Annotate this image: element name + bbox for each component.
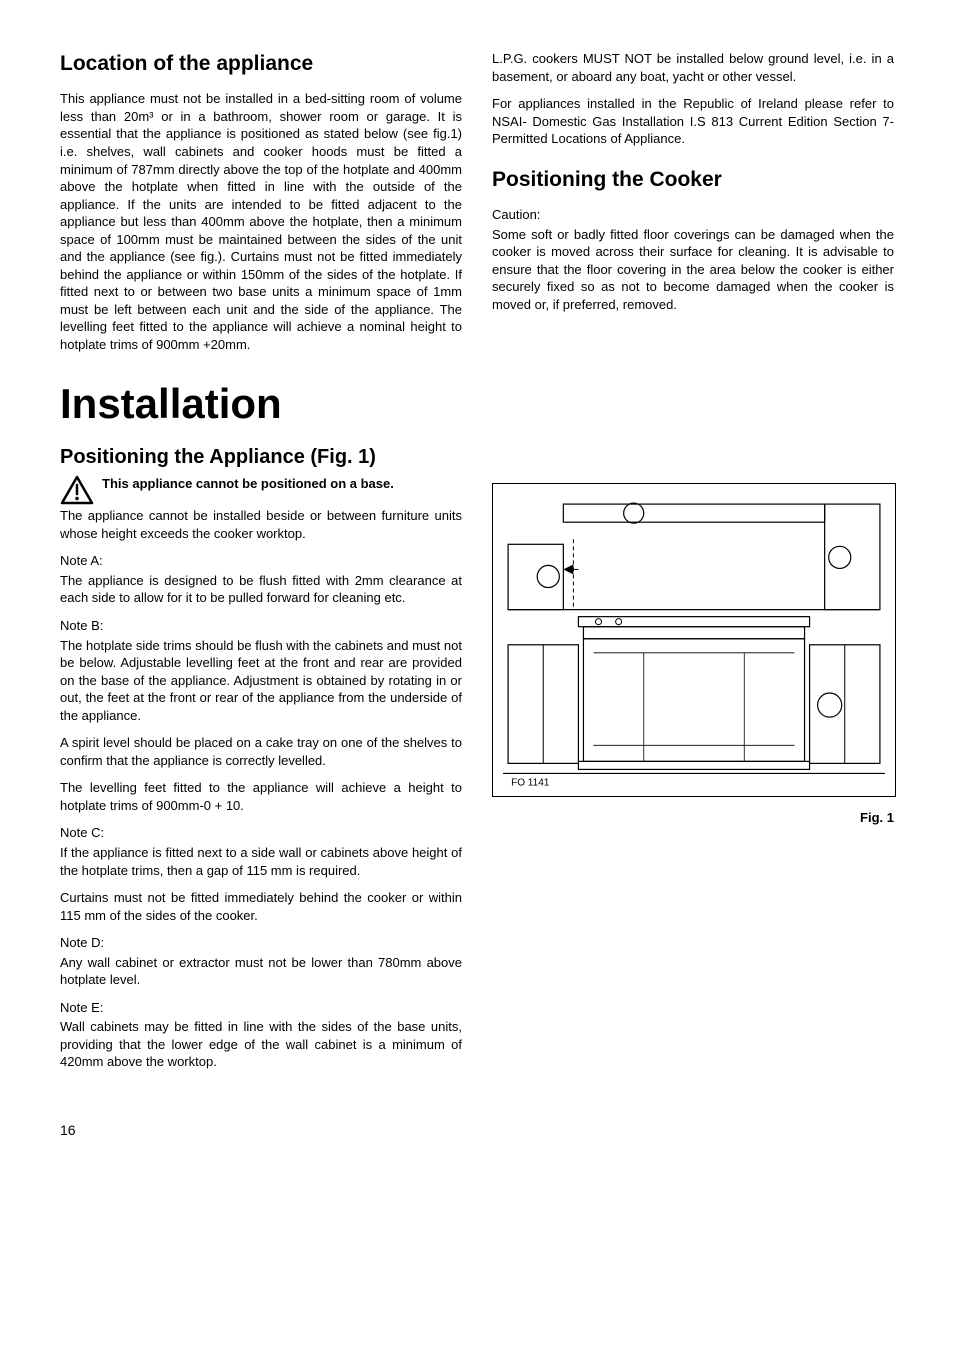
left-column: Location of the appliance This appliance… <box>60 50 462 1081</box>
figure-fo-label: FO 1141 <box>511 778 550 789</box>
figure-caption: Fig. 1 <box>492 809 894 827</box>
note-b-body-1: The hotplate side trims should be flush … <box>60 637 462 725</box>
warning-after: The appliance cannot be installed beside… <box>60 507 462 542</box>
figure-1: FO 1141 Fig. 1 <box>492 483 894 827</box>
note-e-label: Note E: <box>60 999 462 1017</box>
page-number: 16 <box>60 1121 894 1140</box>
note-a-body: The appliance is designed to be flush fi… <box>60 572 462 607</box>
sub-title-positioning: Positioning the Appliance (Fig. 1) <box>60 444 462 471</box>
section-title-positioning-cooker: Positioning the Cooker <box>492 166 894 194</box>
note-e-body: Wall cabinets may be fitted in line with… <box>60 1018 462 1071</box>
section-title-location: Location of the appliance <box>60 50 462 78</box>
note-b-body-2: A spirit level should be placed on a cak… <box>60 734 462 769</box>
right-column: L.P.G. cookers MUST NOT be installed bel… <box>492 50 894 1081</box>
note-c-body-2: Curtains must not be fitted immediately … <box>60 889 462 924</box>
caution-body: Some soft or badly fitted floor covering… <box>492 226 894 314</box>
figure-1-svg: FO 1141 <box>492 483 896 797</box>
note-b-label: Note B: <box>60 617 462 635</box>
section-body-location: This appliance must not be installed in … <box>60 90 462 353</box>
right-top-block: L.P.G. cookers MUST NOT be installed bel… <box>492 50 894 148</box>
big-title-installation: Installation <box>60 376 462 433</box>
note-c-body-1: If the appliance is fitted next to a sid… <box>60 844 462 879</box>
note-a-label: Note A: <box>60 552 462 570</box>
warning-text: This appliance cannot be positioned on a… <box>102 475 462 493</box>
warning-icon <box>60 475 94 505</box>
note-b-body-3: The levelling feet fitted to the applian… <box>60 779 462 814</box>
note-d-body: Any wall cabinet or extractor must not b… <box>60 954 462 989</box>
right-top-p1: L.P.G. cookers MUST NOT be installed bel… <box>492 50 894 85</box>
note-d-label: Note D: <box>60 934 462 952</box>
caution-label: Caution: <box>492 206 894 224</box>
right-top-p2: For appliances installed in the Republic… <box>492 95 894 148</box>
top-columns: Location of the appliance This appliance… <box>60 50 894 1081</box>
note-c-label: Note C: <box>60 824 462 842</box>
warning-row: This appliance cannot be positioned on a… <box>60 475 462 505</box>
